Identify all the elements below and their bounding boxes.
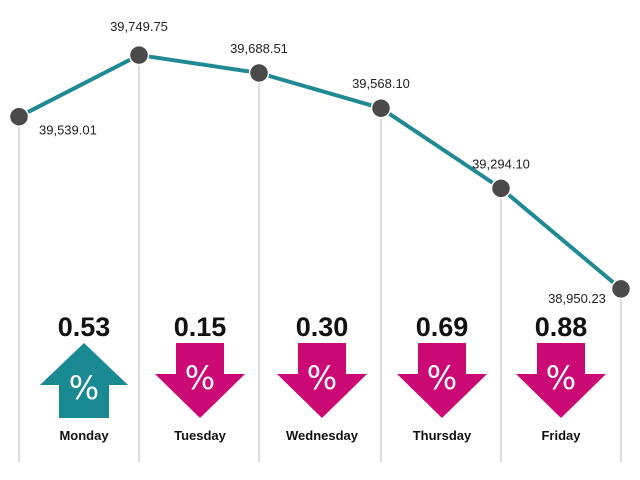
data-point xyxy=(610,278,632,300)
percent-symbol: % xyxy=(427,359,457,397)
data-points xyxy=(8,44,632,300)
data-point xyxy=(128,44,150,66)
data-point xyxy=(248,62,270,84)
pct-change-value: 0.15 xyxy=(174,312,227,342)
data-label: 39,294.10 xyxy=(472,156,530,171)
day-label: Tuesday xyxy=(174,428,227,443)
day-label: Thursday xyxy=(413,428,472,443)
down-arrow-icon xyxy=(277,343,367,418)
pct-change-value: 0.30 xyxy=(296,312,349,342)
day-panel: 0.69% Thursday xyxy=(397,312,487,443)
data-label: 39,539.01 xyxy=(39,123,97,138)
down-arrow-icon xyxy=(155,343,245,418)
drop-lines xyxy=(18,55,622,462)
day-panel: 0.15% Tuesday xyxy=(155,312,245,443)
data-point xyxy=(490,178,512,199)
pct-change-value: 0.69 xyxy=(416,312,469,342)
data-label: 38,950.23 xyxy=(548,291,606,306)
day-label: Wednesday xyxy=(286,428,359,443)
data-label: 39,568.10 xyxy=(352,76,410,91)
data-point xyxy=(370,97,392,119)
data-label: 39,688.51 xyxy=(230,41,288,56)
data-point xyxy=(8,106,30,127)
pct-change-value: 0.53 xyxy=(58,312,111,342)
daily-change-panels: 0.53% Monday 0.15% Tuesday 0.30% Wednesday 0.6… xyxy=(40,312,606,443)
day-panel: 0.88% Friday xyxy=(516,312,606,443)
percent-symbol: % xyxy=(546,359,576,397)
data-label: 39,749.75 xyxy=(110,19,168,34)
percent-symbol: % xyxy=(307,359,337,397)
pct-change-value: 0.88 xyxy=(535,312,588,342)
down-arrow-icon xyxy=(397,343,487,418)
day-panel: 0.53% Monday xyxy=(40,312,128,443)
down-arrow-icon xyxy=(516,343,606,418)
value-labels: 39,539.01 39,749.75 39,688.51 39,568.10 39,2… xyxy=(39,19,606,306)
percent-symbol: % xyxy=(185,359,215,397)
day-label: Friday xyxy=(541,428,581,443)
percent-symbol: % xyxy=(69,369,99,407)
day-label: Monday xyxy=(59,428,109,443)
up-arrow-icon xyxy=(40,343,128,418)
day-panel: 0.30% Wednesday xyxy=(277,312,367,443)
series-line xyxy=(17,53,623,291)
